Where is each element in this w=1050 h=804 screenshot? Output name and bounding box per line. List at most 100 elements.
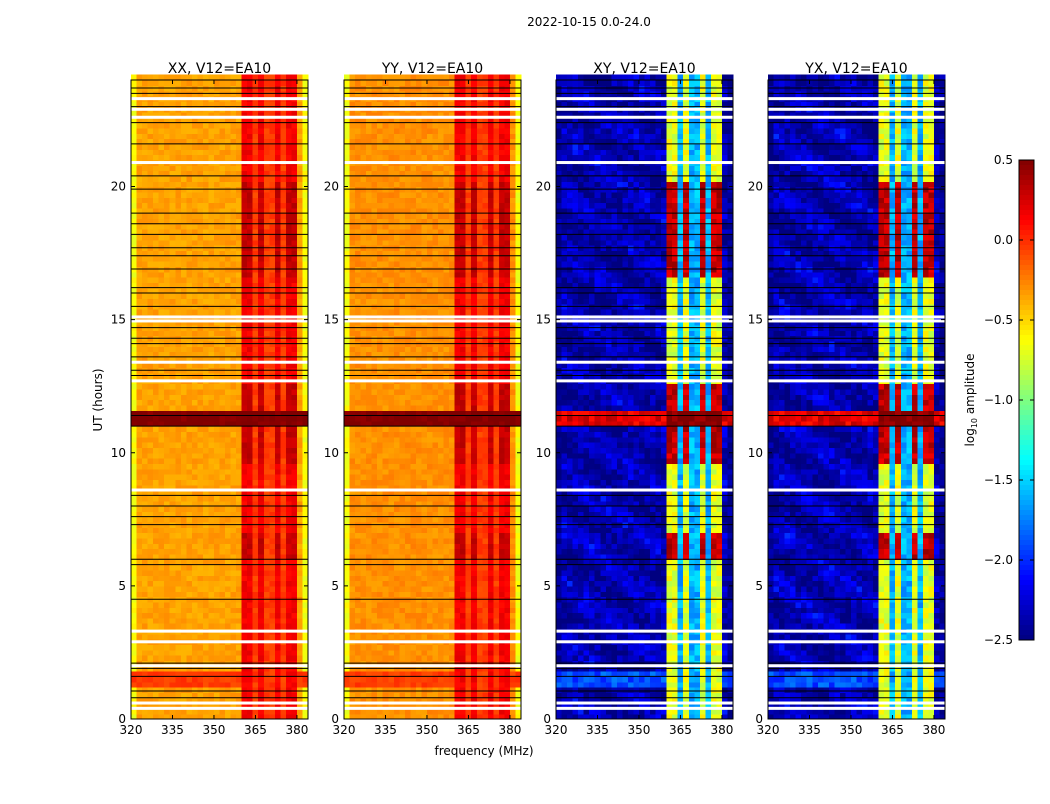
heatmap-cell: [170, 277, 176, 283]
heatmap-cell: [247, 634, 253, 640]
heatmap-cell: [225, 155, 231, 161]
heatmap-cell: [350, 607, 356, 613]
heatmap-cells: [344, 75, 522, 720]
heatmap-cell: [220, 176, 226, 182]
heatmap-cell: [444, 602, 450, 608]
heatmap-cell: [297, 213, 303, 219]
heatmap-cell: [231, 447, 237, 453]
heatmap-cell: [159, 644, 165, 650]
heatmap-cell: [220, 272, 226, 278]
heatmap-cell: [344, 682, 350, 688]
heatmap-cell: [350, 623, 356, 629]
heatmap-cell: [383, 644, 389, 650]
heatmap-cell: [269, 309, 275, 315]
heatmap-cell: [220, 591, 226, 597]
heatmap-cell: [258, 330, 264, 336]
heatmap-cell: [159, 256, 165, 262]
heatmap-cell: [280, 623, 286, 629]
heatmap-cell: [197, 437, 203, 443]
heatmap-cell: [153, 155, 159, 161]
heatmap-cell: [286, 80, 292, 86]
heatmap-cell: [181, 155, 187, 161]
heatmap-cell: [275, 682, 281, 688]
heatmap-cell: [264, 437, 270, 443]
heatmap-cell: [203, 256, 209, 262]
heatmap-cell: [225, 549, 231, 555]
flagged-row: [131, 640, 308, 643]
heatmap-cell: [137, 650, 143, 656]
heatmap-cell: [297, 517, 303, 523]
heatmap-cell: [197, 506, 203, 512]
heatmap-cell: [405, 655, 411, 661]
heatmap-cell: [433, 655, 439, 661]
heatmap-cell: [247, 570, 253, 576]
heatmap-cell: [214, 479, 220, 485]
heatmap-cell: [142, 261, 148, 267]
heatmap-cell: [416, 602, 422, 608]
heatmap-cell: [275, 676, 281, 682]
heatmap-cell: [416, 570, 422, 576]
heatmap-cell: [269, 400, 275, 406]
heatmap-cell: [297, 298, 303, 304]
heatmap-cell: [131, 256, 137, 262]
heatmap-cell: [231, 581, 237, 587]
heatmap-cell: [499, 591, 505, 597]
heatmap-cell: [164, 415, 170, 421]
heatmap-cell: [175, 80, 181, 86]
heatmap-cell: [399, 676, 405, 682]
heatmap-cell: [170, 213, 176, 219]
heatmap-cell: [175, 602, 181, 608]
heatmap-cell: [460, 634, 466, 640]
heatmap-cell: [269, 623, 275, 629]
heatmap-cell: [433, 575, 439, 581]
heatmap-cell: [247, 543, 253, 549]
heatmap-cell: [455, 586, 461, 592]
heatmap-cell: [159, 469, 165, 475]
heatmap-cell: [286, 389, 292, 395]
heatmap-cell: [247, 575, 253, 581]
heatmap-cell: [148, 543, 154, 549]
heatmap-cell: [164, 192, 170, 198]
heatmap-cell: [159, 607, 165, 613]
heatmap-cell: [242, 330, 248, 336]
heatmap-cell: [242, 389, 248, 395]
heatmap-cell: [247, 144, 253, 150]
heatmap-cell: [280, 405, 286, 411]
heatmap-cell: [297, 575, 303, 581]
heatmap-cell: [137, 346, 143, 352]
heatmap-cell: [242, 202, 248, 208]
heatmap-cell: [170, 581, 176, 587]
heatmap-cell: [137, 256, 143, 262]
heatmap-cell: [159, 586, 165, 592]
heatmap-cell: [214, 495, 220, 501]
heatmap-cell: [214, 346, 220, 352]
heatmap-cell: [203, 586, 209, 592]
heatmap-cell: [477, 655, 483, 661]
heatmap-cell: [159, 272, 165, 278]
heatmap-cell: [471, 623, 477, 629]
heatmap-cell: [280, 527, 286, 533]
heatmap-cell: [297, 128, 303, 134]
heatmap-cell: [192, 458, 198, 464]
heatmap-cell: [280, 192, 286, 198]
heatmap-cell: [438, 581, 444, 587]
heatmap-cell: [181, 506, 187, 512]
heatmap-cell: [377, 602, 383, 608]
heatmap-cell: [153, 272, 159, 278]
heatmap-cell: [153, 213, 159, 219]
heatmap-cell: [253, 506, 259, 512]
heatmap-cell: [421, 613, 427, 619]
heatmap-cell: [186, 298, 192, 304]
heatmap-cell: [394, 581, 400, 587]
heatmap-cell: [192, 309, 198, 315]
heatmap-cell: [286, 495, 292, 501]
heatmap-cell: [220, 293, 226, 299]
heatmap-cell: [220, 123, 226, 129]
heatmap-cell: [297, 415, 303, 421]
heatmap-cell: [510, 549, 516, 555]
heatmap-cell: [258, 495, 264, 501]
heatmap-cell: [286, 469, 292, 475]
heatmap-cell: [291, 149, 297, 155]
heatmap-cell: [366, 607, 372, 613]
heatmap-cell: [264, 453, 270, 459]
